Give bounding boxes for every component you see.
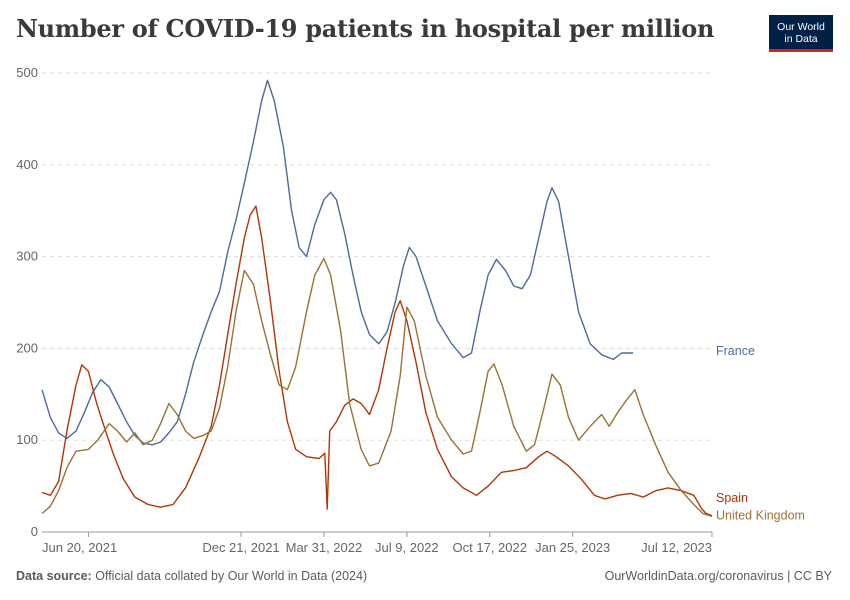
series-line-france[interactable] <box>41 79 634 446</box>
y-tick-label: 200 <box>16 340 38 355</box>
x-axis-ticks: Jun 20, 2021 Dec 21, 2021 Mar 31, 2022 Jul … <box>42 532 713 555</box>
y-tick-label: 400 <box>16 157 38 172</box>
grid-lines <box>42 72 712 533</box>
x-tick-label: Oct 17, 2022 <box>453 540 527 555</box>
series-label-france: France <box>716 344 755 358</box>
x-tick-label: Jul 12, 2023 <box>641 540 712 555</box>
y-axis-ticks: 0 100 200 300 400 500 <box>16 65 38 539</box>
series-label-spain: Spain <box>716 491 748 505</box>
y-tick-label: 300 <box>16 249 38 264</box>
x-tick-label: Jan 25, 2023 <box>535 540 610 555</box>
source-label: Data source: <box>16 569 92 583</box>
source-note: Data source: Official data collated by O… <box>16 569 367 583</box>
series-labels: France Spain United Kingdom <box>716 344 805 522</box>
series-label-united-kingdom: United Kingdom <box>716 508 805 522</box>
series-lines <box>41 79 713 518</box>
source-text: Official data collated by Our World in D… <box>95 569 368 583</box>
chart-title: Number of COVID-19 patients in hospital … <box>16 14 715 43</box>
y-tick-label: 0 <box>31 524 38 539</box>
y-tick-label: 500 <box>16 65 38 80</box>
y-tick-label: 100 <box>16 432 38 447</box>
x-tick-label: Jul 9, 2022 <box>375 540 439 555</box>
x-tick-label: Jun 20, 2021 <box>42 540 117 555</box>
x-tick-label: Dec 21, 2021 <box>202 540 279 555</box>
owid-logo[interactable]: Our World in Data <box>769 15 833 52</box>
footer-link[interactable]: OurWorldinData.org/coronavirus | CC BY <box>604 569 832 583</box>
series-line-united-kingdom[interactable] <box>41 257 713 518</box>
logo-line-2: in Data <box>784 33 818 45</box>
series-line-spain[interactable] <box>41 205 713 517</box>
logo-line-1: Our World <box>777 21 825 33</box>
x-tick-label: Mar 31, 2022 <box>286 540 363 555</box>
